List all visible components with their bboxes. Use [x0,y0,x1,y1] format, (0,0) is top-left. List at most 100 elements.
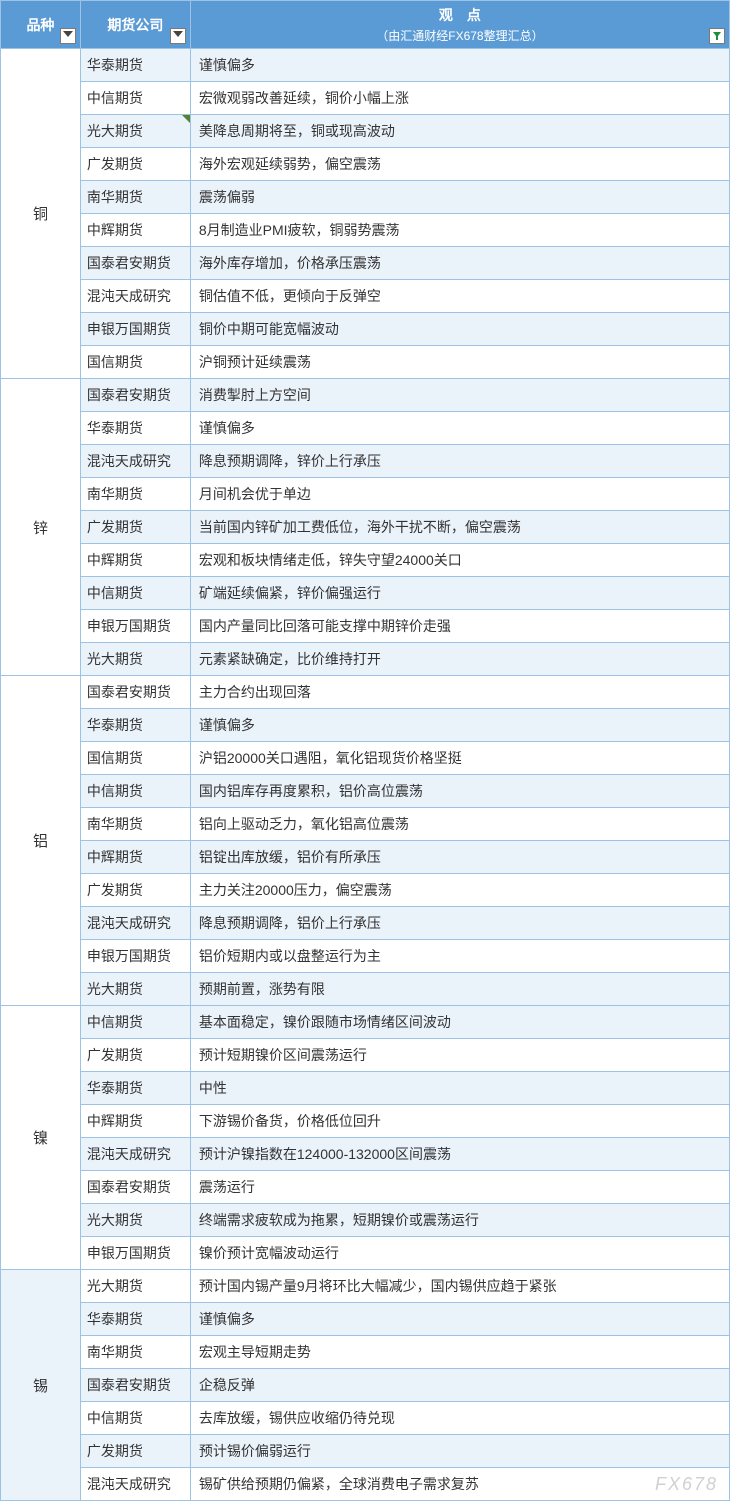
table-row: 广发期货预计锡价偏弱运行 [1,1435,730,1468]
firm-cell: 中辉期货 [80,544,190,577]
view-cell: 企稳反弹 [190,1369,729,1402]
table-row: 华泰期货中性 [1,1072,730,1105]
view-cell: 预期前置，涨势有限 [190,973,729,1006]
table-row: 中信期货去库放缓，锡供应收缩仍待兑现 [1,1402,730,1435]
view-cell: 矿端延续偏紧，锌价偏强运行 [190,577,729,610]
firm-cell: 申银万国期货 [80,1237,190,1270]
table-row: 铝国泰君安期货主力合约出现回落 [1,676,730,709]
table-row: 混沌天成研究降息预期调降，铝价上行承压 [1,907,730,940]
table-row: 南华期货铝向上驱动乏力，氧化铝高位震荡 [1,808,730,841]
table-row: 中信期货国内铝库存再度累积，铝价高位震荡 [1,775,730,808]
firm-cell: 光大期货 [80,115,190,148]
header-firm-label: 期货公司 [107,17,163,33]
firm-cell: 混沌天成研究 [80,907,190,940]
filter-icon[interactable] [170,28,186,44]
category-cell: 铜 [1,49,81,379]
category-cell: 锡 [1,1270,81,1501]
table-row: 中信期货宏微观弱改善延续，铜价小幅上涨 [1,82,730,115]
firm-cell: 国泰君安期货 [80,379,190,412]
table-row: 中辉期货下游锡价备货，价格低位回升 [1,1105,730,1138]
firm-cell: 中辉期货 [80,841,190,874]
table-row: 锌国泰君安期货消费掣肘上方空间 [1,379,730,412]
table-row: 国泰君安期货企稳反弹 [1,1369,730,1402]
view-cell: 铜估值不低，更倾向于反弹空 [190,280,729,313]
table-row: 申银万国期货镍价预计宽幅波动运行 [1,1237,730,1270]
firm-cell: 混沌天成研究 [80,1138,190,1171]
firm-cell: 南华期货 [80,478,190,511]
table-row: 南华期货震荡偏弱 [1,181,730,214]
firm-cell: 光大期货 [80,643,190,676]
header-category: 品种 [1,1,81,49]
table-row: 混沌天成研究铜估值不低，更倾向于反弹空 [1,280,730,313]
firm-cell: 光大期货 [80,973,190,1006]
view-cell: 预计短期镍价区间震荡运行 [190,1039,729,1072]
firm-cell: 华泰期货 [80,1303,190,1336]
view-cell: 美降息周期将至，铜或现高波动 [190,115,729,148]
table-row: 广发期货预计短期镍价区间震荡运行 [1,1039,730,1072]
table-row: 申银万国期货铝价短期内或以盘整运行为主 [1,940,730,973]
table-row: 国信期货沪铜预计延续震荡 [1,346,730,379]
firm-cell: 广发期货 [80,148,190,181]
table-row: 混沌天成研究降息预期调降，锌价上行承压 [1,445,730,478]
firm-cell: 混沌天成研究 [80,1468,190,1501]
firm-cell: 混沌天成研究 [80,445,190,478]
view-cell: 中性 [190,1072,729,1105]
view-cell: 基本面稳定，镍价跟随市场情绪区间波动 [190,1006,729,1039]
view-cell: 谨慎偏多 [190,412,729,445]
firm-cell: 中信期货 [80,1402,190,1435]
view-cell: 沪铜预计延续震荡 [190,346,729,379]
firm-cell: 国信期货 [80,346,190,379]
view-cell: 预计沪镍指数在124000-132000区间震荡 [190,1138,729,1171]
view-cell: 镍价预计宽幅波动运行 [190,1237,729,1270]
table-row: 申银万国期货国内产量同比回落可能支撑中期锌价走强 [1,610,730,643]
category-cell: 锌 [1,379,81,676]
firm-cell: 华泰期货 [80,709,190,742]
firm-cell: 混沌天成研究 [80,280,190,313]
view-cell: 震荡运行 [190,1171,729,1204]
view-cell: 海外库存增加，价格承压震荡 [190,247,729,280]
table-row: 镍中信期货基本面稳定，镍价跟随市场情绪区间波动 [1,1006,730,1039]
firm-cell: 广发期货 [80,1435,190,1468]
view-cell: 海外宏观延续弱势，偏空震荡 [190,148,729,181]
view-cell: 8月制造业PMI疲软，铜弱势震荡 [190,214,729,247]
firm-cell: 光大期货 [80,1204,190,1237]
view-cell: 预计国内锡产量9月将环比大幅减少，国内锡供应趋于紧张 [190,1270,729,1303]
table-row: 光大期货美降息周期将至，铜或现高波动 [1,115,730,148]
view-cell: 国内铝库存再度累积，铝价高位震荡 [190,775,729,808]
header-view: 观 点 （由汇通财经FX678整理汇总） [190,1,729,49]
view-cell: 铝向上驱动乏力，氧化铝高位震荡 [190,808,729,841]
table-row: 中辉期货铝锭出库放缓，铝价有所承压 [1,841,730,874]
table-row: 铜华泰期货谨慎偏多 [1,49,730,82]
table-row: 广发期货当前国内锌矿加工费低位，海外干扰不断，偏空震荡 [1,511,730,544]
view-cell: 震荡偏弱 [190,181,729,214]
view-cell: 宏微观弱改善延续，铜价小幅上涨 [190,82,729,115]
firm-cell: 南华期货 [80,808,190,841]
table-row: 光大期货预期前置，涨势有限 [1,973,730,1006]
firm-cell: 申银万国期货 [80,313,190,346]
view-cell: 消费掣肘上方空间 [190,379,729,412]
firm-cell: 华泰期货 [80,412,190,445]
table-row: 光大期货终端需求疲软成为拖累，短期镍价或震荡运行 [1,1204,730,1237]
firm-cell: 申银万国期货 [80,610,190,643]
firm-cell: 南华期货 [80,181,190,214]
firm-cell: 广发期货 [80,1039,190,1072]
header-view-sub: （由汇通财经FX678整理汇总） [197,27,723,44]
category-cell: 镍 [1,1006,81,1270]
table-row: 广发期货海外宏观延续弱势，偏空震荡 [1,148,730,181]
filter-icon[interactable] [709,28,725,44]
table-row: 广发期货主力关注20000压力，偏空震荡 [1,874,730,907]
view-cell: 下游锡价备货，价格低位回升 [190,1105,729,1138]
filter-icon[interactable] [60,28,76,44]
table-row: 南华期货宏观主导短期走势 [1,1336,730,1369]
table-row: 混沌天成研究锡矿供给预期仍偏紧，全球消费电子需求复苏 [1,1468,730,1501]
firm-cell: 国泰君安期货 [80,1171,190,1204]
firm-cell: 广发期货 [80,874,190,907]
view-cell: 主力关注20000压力，偏空震荡 [190,874,729,907]
corner-mark-icon [182,115,190,123]
view-cell: 主力合约出现回落 [190,676,729,709]
view-cell: 宏观主导短期走势 [190,1336,729,1369]
table-row: 混沌天成研究预计沪镍指数在124000-132000区间震荡 [1,1138,730,1171]
table-row: 南华期货月间机会优于单边 [1,478,730,511]
table-row: 中信期货矿端延续偏紧，锌价偏强运行 [1,577,730,610]
firm-cell: 华泰期货 [80,1072,190,1105]
